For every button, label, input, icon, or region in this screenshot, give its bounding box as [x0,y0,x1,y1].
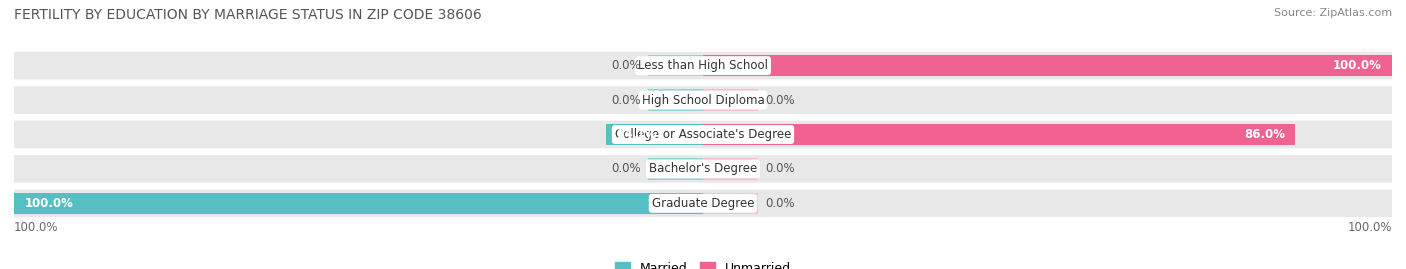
Text: 0.0%: 0.0% [612,59,641,72]
Text: 14.1%: 14.1% [616,128,657,141]
Bar [703,193,758,214]
FancyBboxPatch shape [14,86,1392,114]
Text: High School Diploma: High School Diploma [641,94,765,107]
Text: College or Associate's Degree: College or Associate's Degree [614,128,792,141]
Text: 100.0%: 100.0% [1347,221,1392,233]
FancyBboxPatch shape [14,190,1392,217]
Text: Bachelor's Degree: Bachelor's Degree [650,162,756,175]
Bar [14,193,703,214]
Text: 86.0%: 86.0% [1244,128,1285,141]
Bar [703,89,758,111]
FancyBboxPatch shape [14,155,1392,183]
Bar [648,89,703,111]
Bar [703,55,1392,76]
Bar [606,124,703,145]
Text: FERTILITY BY EDUCATION BY MARRIAGE STATUS IN ZIP CODE 38606: FERTILITY BY EDUCATION BY MARRIAGE STATU… [14,8,482,22]
Text: 100.0%: 100.0% [14,221,59,233]
Text: 0.0%: 0.0% [765,94,794,107]
Text: 100.0%: 100.0% [24,197,73,210]
Text: 0.0%: 0.0% [765,197,794,210]
FancyBboxPatch shape [14,52,1392,79]
Text: 0.0%: 0.0% [765,162,794,175]
Text: 0.0%: 0.0% [612,94,641,107]
Text: Less than High School: Less than High School [638,59,768,72]
Text: 0.0%: 0.0% [612,162,641,175]
Bar [703,124,1295,145]
Bar [648,158,703,180]
Legend: Married, Unmarried: Married, Unmarried [610,257,796,269]
Bar [703,158,758,180]
Text: 100.0%: 100.0% [1333,59,1382,72]
Text: Source: ZipAtlas.com: Source: ZipAtlas.com [1274,8,1392,18]
Text: Graduate Degree: Graduate Degree [652,197,754,210]
FancyBboxPatch shape [14,121,1392,148]
Bar [648,55,703,76]
